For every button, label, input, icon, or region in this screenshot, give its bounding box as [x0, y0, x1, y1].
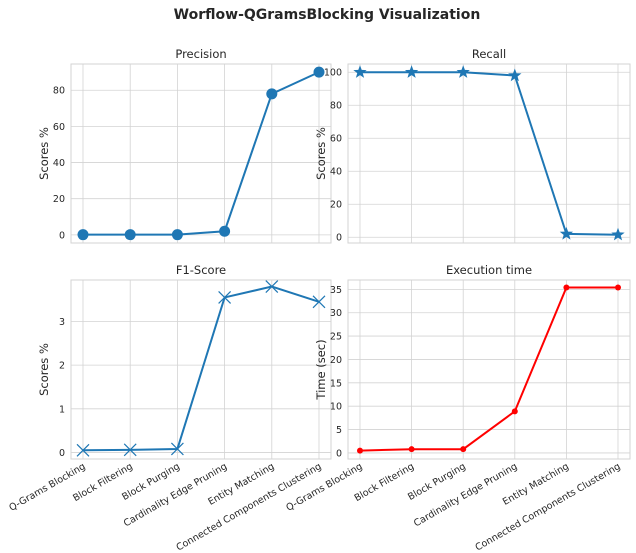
data-point [266, 88, 278, 100]
plot-area [347, 279, 631, 460]
plot-area [70, 279, 332, 460]
y-tick-label: 0 [336, 233, 342, 244]
data-point [404, 65, 419, 78]
y-tick-label: 20 [330, 355, 342, 366]
data-point [460, 446, 467, 453]
data-point [312, 295, 326, 309]
x-tick-label: Q-Grams Blocking [7, 461, 87, 514]
x-tick-label: Q-Grams Blocking [284, 461, 364, 514]
data-point [170, 442, 184, 456]
y-axis-label: Time (sec) [314, 339, 328, 400]
subplot-title: Recall [472, 47, 506, 61]
y-tick-label: 1 [59, 404, 65, 415]
y-tick-label: 35 [330, 285, 342, 296]
y-tick-label: 15 [330, 378, 342, 389]
data-point [219, 225, 231, 237]
figure-title: Worflow-QGramsBlocking Visualization [174, 7, 481, 23]
subplot-3: 0 5 10 15 20 25 30 35 Execution time Time (sec) Q-… [284, 263, 631, 553]
data-point [563, 284, 570, 291]
data-point [218, 291, 232, 304]
plot-area [347, 63, 631, 244]
data-point [511, 408, 518, 415]
y-tick-label: 80 [53, 86, 65, 97]
y-axis-label: Scores % [314, 127, 328, 180]
y-tick-label: 2 [59, 361, 65, 372]
y-tick-label: 3 [59, 317, 65, 328]
y-tick-label: 20 [53, 194, 65, 205]
y-tick-label: 40 [330, 167, 342, 178]
y-tick-label: 60 [330, 134, 342, 145]
series-line [82, 285, 320, 452]
data-point [171, 229, 183, 241]
data-point [611, 227, 625, 241]
series-line [360, 71, 619, 236]
subplot-title: Execution time [446, 263, 532, 277]
y-axis-label: Scores % [37, 127, 51, 180]
y-tick-label: 0 [59, 230, 65, 241]
data-point [76, 443, 90, 457]
subplot-0: 0 20 40 60 80 Precision Scores % [37, 47, 332, 244]
plot-area [70, 63, 332, 244]
data-point [265, 280, 279, 293]
data-point [124, 229, 136, 241]
y-tick-label: 60 [53, 122, 65, 133]
y-tick-label: 20 [330, 200, 342, 211]
data-point [508, 68, 522, 82]
data-point [559, 226, 574, 240]
data-point [456, 65, 470, 78]
subplot-title: F1-Score [176, 263, 226, 277]
data-point [615, 284, 621, 291]
y-tick-label: 80 [330, 101, 342, 112]
data-point [313, 66, 325, 78]
y-tick-label: 40 [53, 158, 65, 169]
series-line [359, 286, 618, 452]
data-point [408, 446, 415, 453]
series-line [83, 71, 320, 236]
subplot-1: 0 20 40 60 80 100 Recall Scores % [314, 47, 631, 244]
y-tick-label: 5 [336, 425, 342, 436]
y-axis-label: Scores % [37, 343, 51, 396]
data-point [123, 443, 137, 457]
y-tick-label: 10 [330, 402, 342, 413]
data-point [77, 229, 89, 241]
data-point [357, 447, 363, 454]
y-tick-label: 0 [336, 448, 342, 459]
subplot-title: Precision [175, 47, 226, 61]
y-tick-label: 30 [330, 308, 342, 319]
data-point [353, 65, 367, 78]
y-tick-label: 100 [324, 68, 342, 79]
y-tick-label: 0 [59, 448, 65, 459]
y-tick-label: 25 [330, 332, 342, 343]
